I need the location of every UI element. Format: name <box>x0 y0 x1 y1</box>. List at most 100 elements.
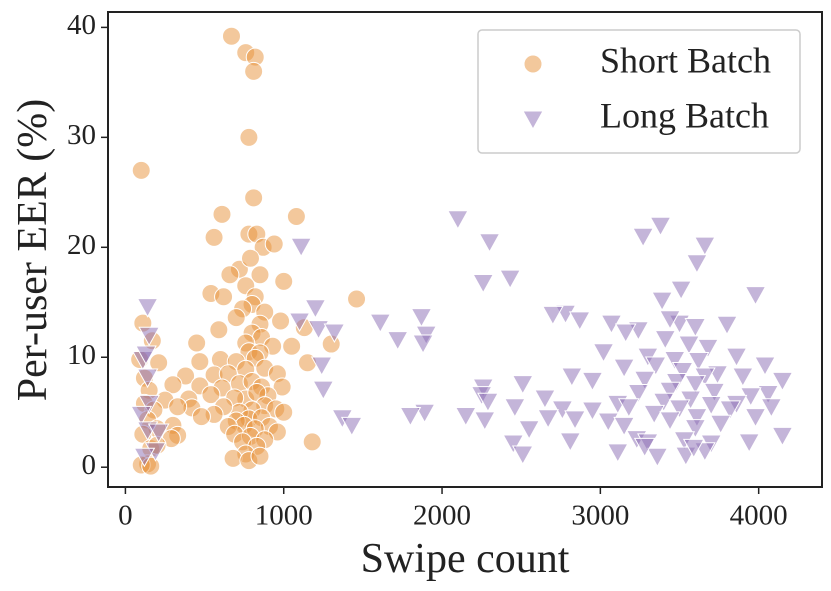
point <box>613 416 635 437</box>
point <box>693 236 716 257</box>
point <box>592 343 615 363</box>
point <box>223 448 243 468</box>
point <box>244 188 264 208</box>
point <box>136 368 159 389</box>
point <box>719 400 742 420</box>
point <box>240 248 260 268</box>
point <box>686 254 708 274</box>
point <box>744 286 767 306</box>
point <box>282 336 302 356</box>
legend-marker <box>523 54 543 74</box>
point <box>568 311 591 331</box>
point <box>731 367 754 387</box>
point <box>709 414 732 435</box>
point <box>212 204 232 224</box>
point <box>347 289 367 309</box>
point <box>646 447 669 468</box>
point <box>135 345 157 365</box>
point <box>738 433 761 453</box>
point <box>618 398 640 418</box>
point <box>564 410 586 430</box>
point <box>412 334 434 354</box>
point <box>771 426 794 447</box>
point <box>147 423 170 444</box>
point <box>369 313 392 334</box>
point <box>511 445 534 466</box>
point <box>190 352 210 372</box>
point <box>668 399 691 419</box>
point <box>606 443 629 463</box>
point <box>651 291 673 312</box>
x-tick-label: 2000 <box>413 500 471 532</box>
point <box>499 269 521 290</box>
point <box>725 347 748 368</box>
point <box>286 207 306 227</box>
point <box>271 311 291 331</box>
point <box>191 407 211 427</box>
point <box>659 381 681 402</box>
point <box>264 234 284 254</box>
point <box>613 358 635 379</box>
point <box>671 361 694 382</box>
point <box>663 350 686 371</box>
point <box>581 401 604 422</box>
point <box>302 432 322 452</box>
point <box>214 287 234 307</box>
point <box>149 353 169 373</box>
point <box>684 375 707 395</box>
point <box>644 356 667 376</box>
point <box>454 407 477 427</box>
point <box>204 227 224 247</box>
point <box>272 377 292 397</box>
point <box>687 352 710 372</box>
point <box>477 392 499 413</box>
point <box>744 408 767 428</box>
x-tick-label: 1000 <box>255 500 313 532</box>
point <box>632 227 654 248</box>
x-tick-label: 0 <box>118 500 133 532</box>
point <box>760 398 783 418</box>
y-axis-label: Per-user EER (%) <box>10 99 56 401</box>
point <box>187 333 207 353</box>
point <box>201 385 221 405</box>
y-tick-label: 10 <box>67 339 96 371</box>
point <box>244 61 264 81</box>
point <box>220 265 240 285</box>
point <box>274 402 294 422</box>
point <box>250 265 270 285</box>
point <box>131 160 151 180</box>
point <box>757 385 780 405</box>
point <box>168 397 188 417</box>
point <box>399 407 422 427</box>
point <box>209 320 229 340</box>
point <box>670 280 692 301</box>
plot-frame <box>107 11 823 488</box>
point <box>697 338 719 359</box>
point <box>659 310 681 330</box>
point <box>226 308 246 328</box>
point <box>133 447 156 468</box>
legend: Short Batch Long Batch <box>477 29 801 154</box>
point <box>659 411 681 431</box>
x-tick-label: 4000 <box>730 500 788 532</box>
point <box>386 331 409 351</box>
point <box>138 326 161 347</box>
point <box>221 26 241 46</box>
x-axis-label: Swipe count <box>361 536 570 582</box>
point <box>537 409 559 429</box>
point <box>340 416 363 437</box>
point <box>274 271 294 291</box>
point <box>310 356 333 376</box>
point <box>654 330 677 350</box>
point <box>633 437 656 458</box>
point <box>561 367 583 387</box>
point <box>321 334 341 354</box>
point <box>678 335 700 356</box>
point <box>136 298 159 318</box>
point <box>410 308 433 328</box>
point <box>288 312 311 332</box>
point <box>504 398 526 418</box>
point <box>290 237 312 258</box>
point <box>581 371 604 392</box>
point <box>542 305 564 326</box>
